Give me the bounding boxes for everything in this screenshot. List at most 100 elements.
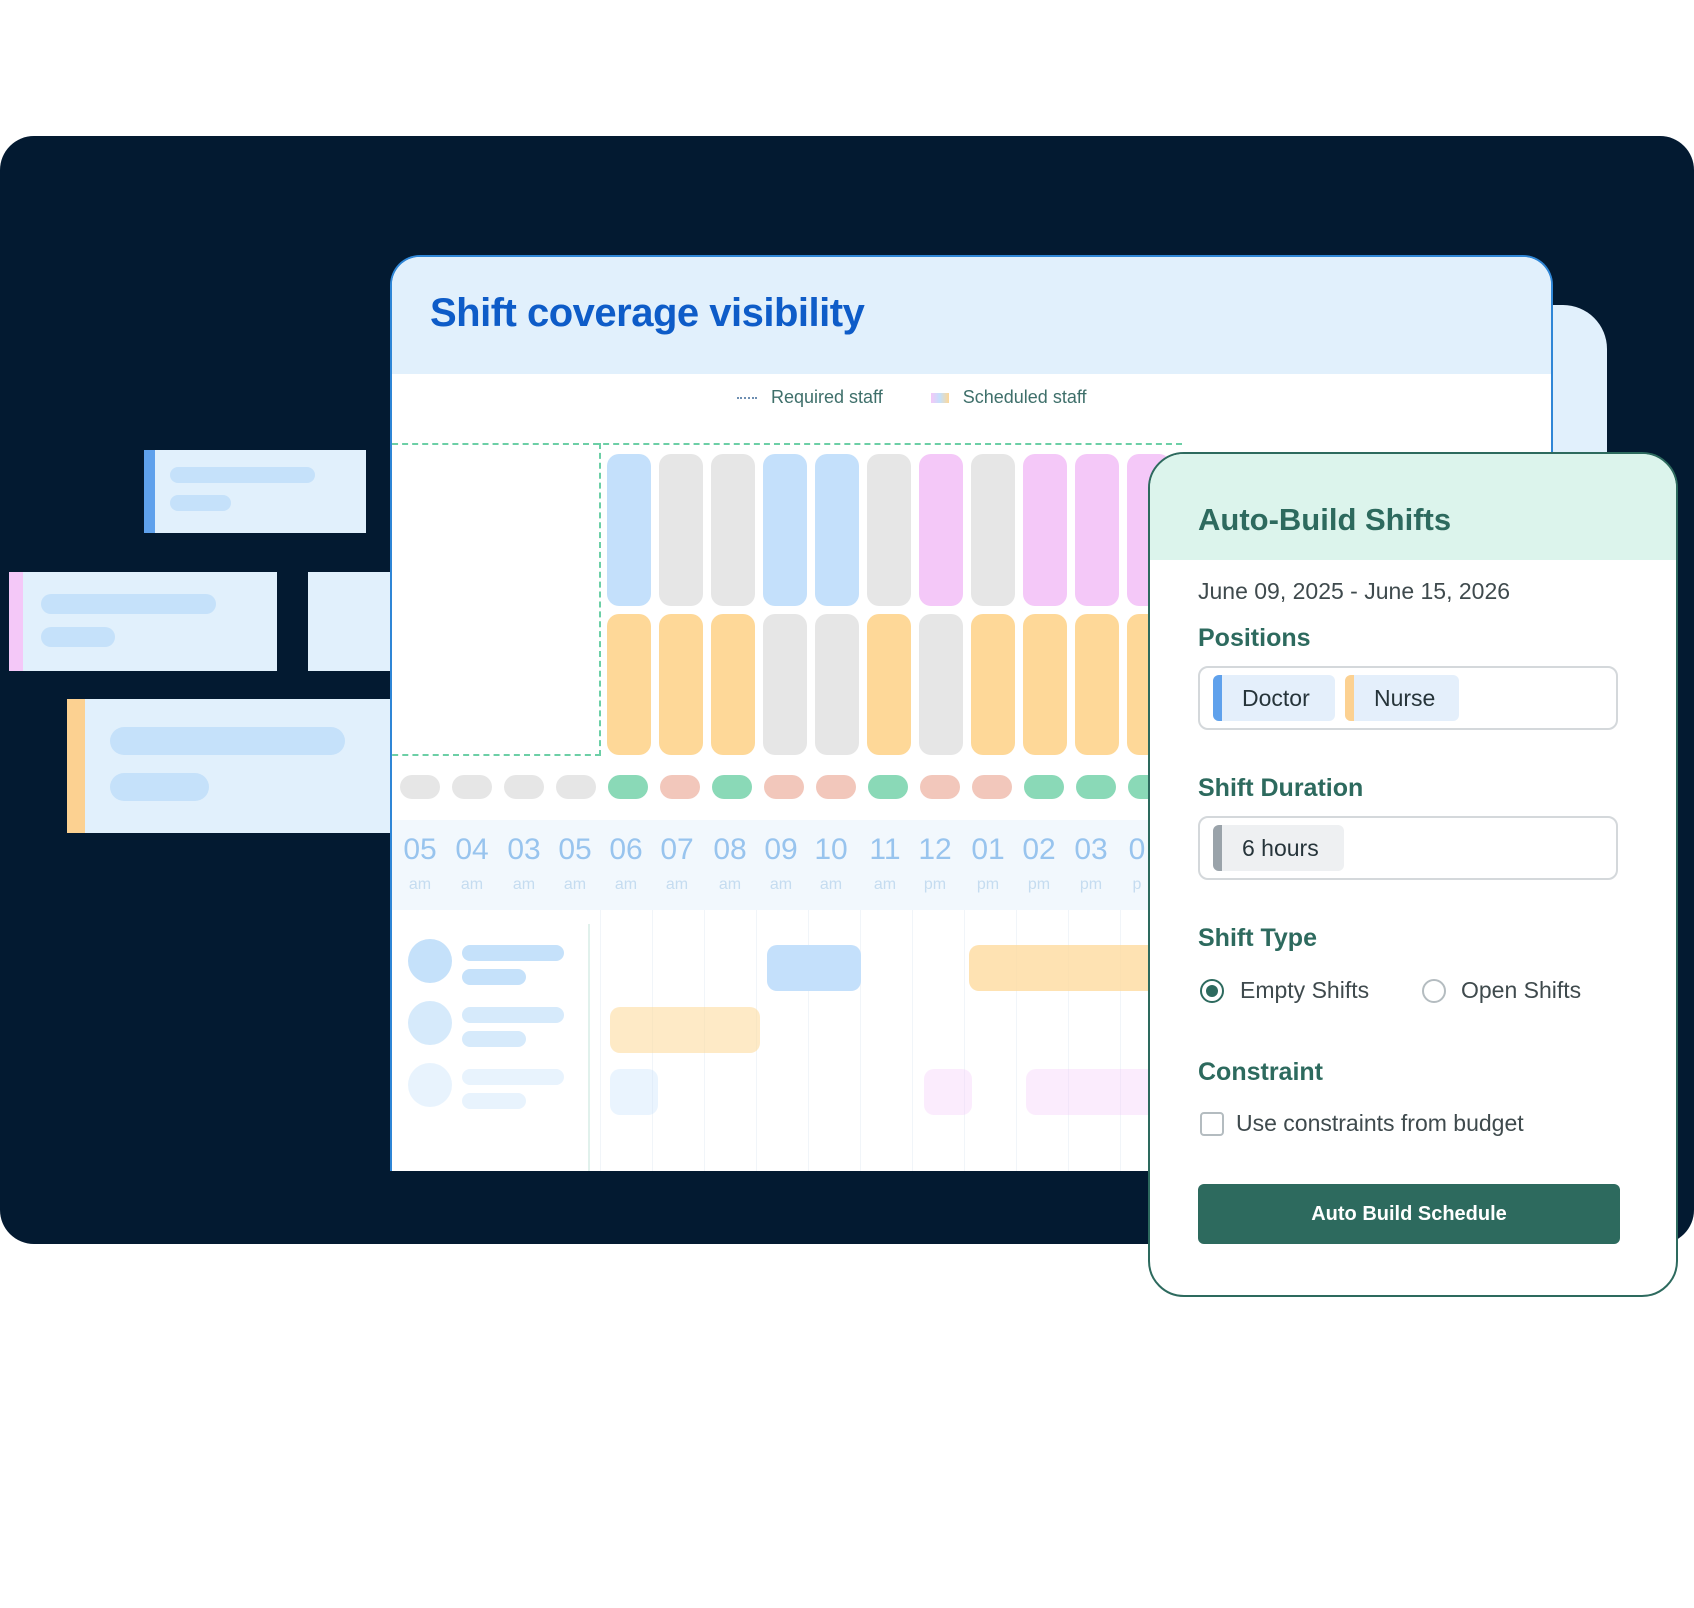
role-skeleton [462,1031,526,1047]
period-label: pm [923,876,947,893]
coverage-status-pill [1076,775,1116,799]
scheduled-staff-swatch-icon [930,392,949,403]
hour-label: 05 [558,833,592,866]
shift-duration-label: Shift Duration [1198,774,1364,802]
role-skeleton [462,969,526,985]
nurse-color-stripe [1345,675,1354,721]
shift-block [610,1069,658,1115]
hour-label: 06 [609,833,643,866]
hour-label: 01 [971,833,1005,866]
grid-line [912,910,913,1171]
period-label: am [769,876,793,893]
auto-build-schedule-button[interactable]: Auto Build Schedule [1198,1184,1620,1244]
coverage-status-pill [1024,775,1064,799]
budget-constraint-label[interactable]: Use constraints from budget [1236,1110,1524,1136]
open-shifts-radio[interactable] [1422,979,1446,1003]
hour-label: 02 [1022,833,1056,866]
grid-line [1016,910,1017,1171]
duration-stripe [1213,825,1222,871]
coverage-status-pill [660,775,700,799]
period-label: pm [976,876,1000,893]
position-chip-label: Doctor [1242,685,1310,711]
shift-block [924,1069,972,1115]
name-skeleton [462,945,564,961]
hour-label: 03 [507,833,541,866]
coverage-bar-top [711,454,755,606]
grid-line [600,910,601,1171]
roster-divider [588,924,590,1171]
coverage-bar-bottom [867,614,911,755]
floating-card-2 [9,572,277,671]
coverage-bar-bottom [607,614,651,755]
avatar [408,1063,452,1107]
chart-legend: Required staff Scheduled staff [737,387,1087,408]
coverage-bar-bottom [659,614,703,755]
name-skeleton [462,1069,564,1085]
coverage-bar-top [815,454,859,606]
grid-line [1068,910,1069,1171]
panel-header: Auto-Build Shifts [1150,454,1676,560]
hour-label: 04 [455,833,489,866]
constraint-label: Constraint [1198,1058,1323,1086]
grid-line [1120,910,1121,1171]
hour-label: 03 [1074,833,1108,866]
period-label: am [563,876,587,893]
coverage-status-pill [452,775,492,799]
period-label: pm [1079,876,1103,893]
shift-duration-field[interactable]: 6 hours [1198,816,1618,880]
position-chip-doctor[interactable]: Doctor [1213,675,1335,721]
legend-scheduled-label: Scheduled staff [962,387,1087,407]
period-label: am [718,876,742,893]
required-staff-dotted-line-icon [737,396,757,399]
period-label: am [819,876,843,893]
date-range[interactable]: June 09, 2025 - June 15, 2026 [1198,578,1511,604]
empty-shifts-radio[interactable] [1200,979,1224,1003]
coverage-bar-bottom [971,614,1015,755]
avatar [408,939,452,983]
period-label: am [408,876,432,893]
hour-label: 05 [403,833,437,866]
shift-type-label: Shift Type [1198,924,1317,952]
hour-label: 12 [918,833,952,866]
doctor-color-stripe [1213,675,1222,721]
positions-field[interactable]: Doctor Nurse [1198,666,1618,730]
coverage-bar-top [607,454,651,606]
coverage-bar-top [919,454,963,606]
position-chip-nurse[interactable]: Nurse [1345,675,1459,721]
coverage-status-pill [868,775,908,799]
coverage-bar-top [659,454,703,606]
open-shifts-label[interactable]: Open Shifts [1461,977,1582,1003]
grid-line [808,910,809,1171]
period-label: am [665,876,689,893]
period-label: am [512,876,536,893]
hour-label: 09 [764,833,798,866]
period-label: pm [1027,876,1051,893]
coverage-bar-top [971,454,1015,606]
panel-title: Auto-Build Shifts [1198,502,1452,537]
period-label: p [1132,876,1142,893]
coverage-title: Shift coverage visibility [430,291,865,335]
coverage-status-pill [504,775,544,799]
empty-shifts-label[interactable]: Empty Shifts [1240,977,1370,1003]
grid-line [860,910,861,1171]
position-chip-label: Nurse [1374,685,1436,711]
period-label: am [873,876,897,893]
grid-line [964,910,965,1171]
budget-constraint-checkbox[interactable] [1200,1112,1224,1136]
legend-required-label: Required staff [771,387,883,407]
duration-chip[interactable]: 6 hours [1213,825,1344,871]
coverage-bar-bottom [711,614,755,755]
coverage-status-pill [712,775,752,799]
hour-label: 11 [869,833,901,866]
role-skeleton [462,1093,526,1109]
coverage-status-pill [556,775,596,799]
coverage-status-pill [972,775,1012,799]
coverage-status-pill [764,775,804,799]
hour-label: 07 [660,833,694,866]
coverage-bar-top [1075,454,1119,606]
required-staff-outline-base [392,754,601,756]
shift-block [767,945,861,991]
period-label: am [614,876,638,893]
coverage-bar-bottom [919,614,963,755]
